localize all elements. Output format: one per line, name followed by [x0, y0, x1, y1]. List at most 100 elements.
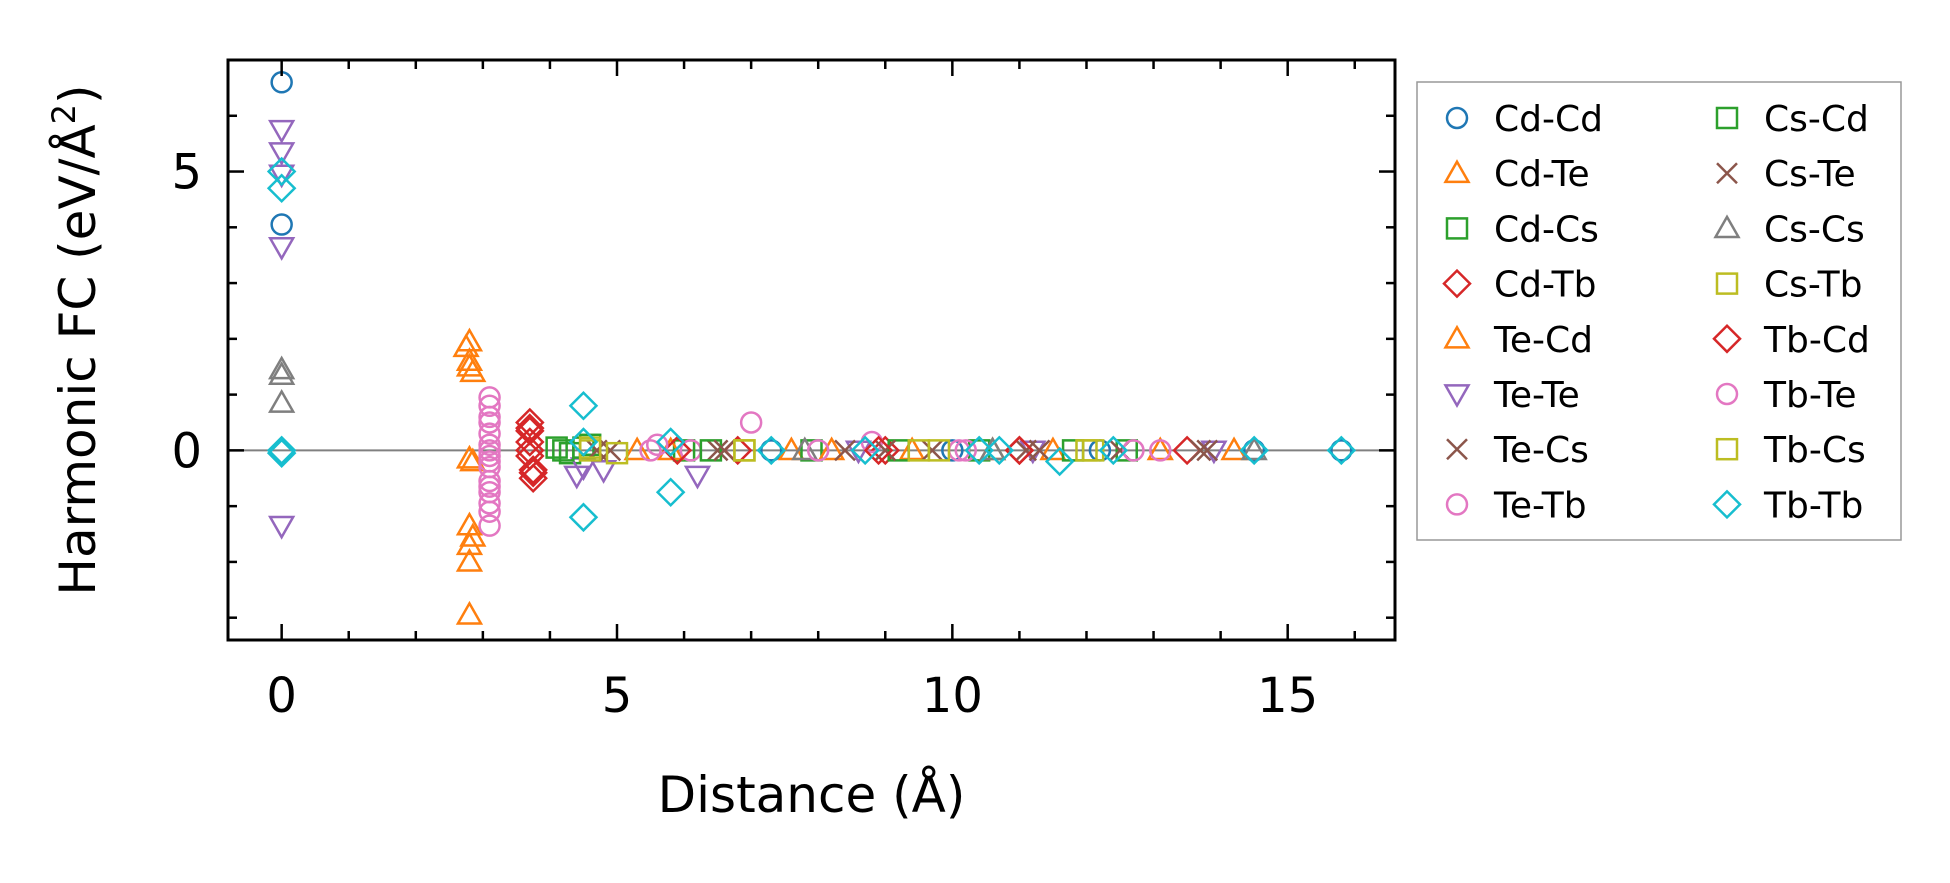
data-point [1149, 439, 1172, 462]
legend-marker [1712, 324, 1742, 354]
data-point [639, 439, 662, 462]
data-point [760, 439, 783, 462]
data-point [941, 439, 964, 462]
y-axis-title-end: ) [49, 84, 107, 104]
legend-item: Cd-Tb [1442, 265, 1597, 306]
plot-frame [226, 58, 1397, 642]
legend-item: Tb-Te [1715, 375, 1857, 416]
series-tb-te [478, 411, 1145, 498]
data-point [898, 436, 926, 461]
data-point [834, 439, 856, 462]
data-point [874, 439, 897, 462]
data-point [518, 457, 548, 488]
x-tick-label: 0 [266, 668, 297, 724]
data-point [515, 413, 545, 443]
data-point [645, 433, 669, 457]
data-point [623, 436, 651, 461]
legend-marker [1713, 214, 1741, 239]
data-point [984, 435, 1015, 466]
data-point [478, 500, 501, 523]
axis-ticks: 0 5 10 15 0 5 [171, 60, 1395, 724]
data-markers [266, 71, 1357, 625]
data-point [518, 463, 548, 494]
legend-item: Cs-Cd [1715, 99, 1869, 140]
x-tick-label: 10 [922, 668, 983, 724]
legend-item: Cs-Cs [1713, 209, 1865, 250]
data-point [1075, 439, 1098, 462]
series-tb-tb [266, 156, 1357, 533]
legend-item: Cs-Tb [1715, 265, 1862, 306]
data-point [455, 531, 484, 556]
legend-item: Te-Cs [1446, 430, 1589, 471]
legend-marker [1443, 384, 1471, 409]
data-point [268, 142, 296, 167]
data-point [870, 435, 901, 466]
legend-item: Te-Te [1443, 375, 1580, 416]
data-point [733, 439, 756, 462]
data-point [1098, 435, 1129, 466]
data-point [1330, 439, 1353, 462]
legend-label: Cd-Tb [1494, 265, 1597, 306]
series-tb-cs [578, 436, 1098, 462]
data-point [545, 436, 568, 459]
y-tick-label: 5 [171, 145, 202, 201]
legend-marker [1445, 493, 1469, 516]
data-point [568, 427, 599, 457]
data-point [1004, 435, 1035, 466]
data-point [266, 438, 297, 468]
data-point [268, 355, 296, 380]
legend-marker [1445, 217, 1469, 240]
data-point [478, 492, 501, 515]
data-point [1044, 446, 1075, 477]
data-point [268, 164, 296, 189]
data-point [1189, 439, 1212, 462]
data-point [1240, 436, 1268, 461]
data-point [791, 436, 819, 461]
data-point [662, 435, 693, 466]
series-tb-cd [515, 413, 1035, 488]
data-point [478, 433, 501, 457]
legend-marker [1443, 159, 1471, 184]
data-point [1220, 436, 1248, 461]
data-point [589, 460, 618, 484]
legend-marker [1716, 162, 1738, 185]
data-point [268, 515, 296, 540]
data-point [268, 388, 296, 413]
legend-label: Cs-Cs [1764, 209, 1865, 250]
data-point [578, 436, 602, 459]
data-point [478, 411, 501, 434]
data-point [478, 514, 501, 537]
data-point [683, 465, 712, 490]
legend-item: Tb-Tb [1712, 485, 1863, 526]
data-point [739, 411, 763, 434]
data-point [478, 422, 501, 445]
legend-label: Cd-Te [1494, 154, 1590, 195]
legend-label: Tb-Cd [1763, 320, 1870, 361]
legend-item: Cs-Te [1716, 154, 1856, 195]
y-axis-title-main: Harmonic FC (eV/Å [49, 124, 107, 595]
legend-marker [1442, 268, 1472, 299]
legend-marker [1443, 324, 1471, 349]
x-tick-label: 5 [602, 668, 633, 724]
legend-label: Cs-Tb [1764, 265, 1862, 306]
data-point [706, 439, 729, 462]
data-point [478, 439, 501, 462]
data-point [452, 333, 480, 358]
data-point [800, 439, 823, 462]
data-point [806, 439, 830, 462]
data-point [713, 439, 736, 462]
legend: Cd-Cd Cd-Te Cd-Cs Cd-Tb Te-Cd Te-Te Te-Cs Te-Tb… [1416, 81, 1902, 541]
legend-item: Tb-Cs [1715, 430, 1866, 471]
data-point [1146, 436, 1174, 461]
data-point [270, 213, 293, 236]
data-point [1239, 435, 1269, 466]
legend-item: Cd-Cs [1445, 209, 1599, 250]
data-point [266, 156, 297, 187]
legend-box [1416, 81, 1902, 541]
data-point [268, 361, 296, 385]
data-point [455, 347, 484, 372]
data-point [518, 455, 548, 485]
legend-marker [1446, 438, 1468, 461]
legend-marker [1715, 272, 1739, 295]
